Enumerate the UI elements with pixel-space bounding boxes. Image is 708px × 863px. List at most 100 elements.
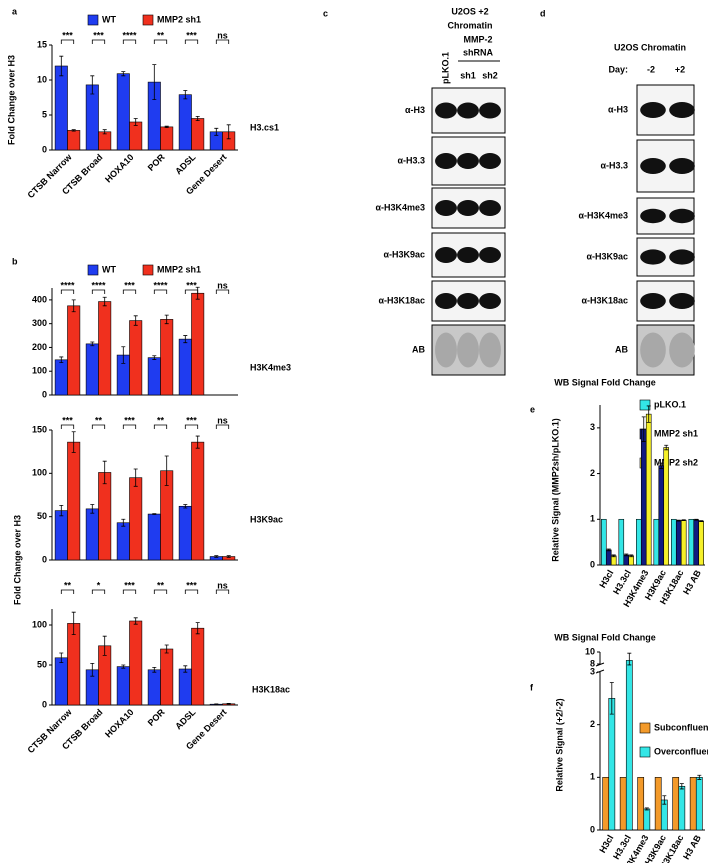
x-tick-label: POR	[146, 707, 167, 728]
row-label: α-H3K9ac	[586, 251, 628, 261]
panel-letter: b	[12, 256, 18, 266]
error-bar	[133, 315, 138, 326]
chart-title: WB Signal Fold Change	[554, 377, 656, 387]
y-tick-label: 2	[590, 468, 595, 478]
significance: ****	[122, 30, 137, 40]
error-bar	[699, 520, 704, 522]
lane-label: sh2	[482, 70, 498, 80]
error-bar	[121, 71, 126, 77]
error-bar	[641, 416, 646, 442]
legend-swatch	[639, 746, 651, 758]
bar	[602, 777, 610, 831]
error-bar	[133, 617, 138, 625]
row-label: α-H3	[405, 105, 425, 115]
x-tick-label: HOXA10	[103, 152, 136, 185]
significance: ***	[124, 280, 135, 290]
blot-band	[640, 293, 666, 309]
blot-band	[640, 158, 666, 174]
legend-swatch	[142, 14, 154, 26]
error-bar	[183, 335, 188, 344]
sig-bracket	[91, 289, 106, 294]
error-bar	[627, 652, 632, 666]
bar	[663, 447, 669, 566]
error-bar	[59, 505, 64, 517]
blot-band	[479, 293, 501, 309]
bar	[653, 518, 660, 566]
bar	[658, 465, 665, 566]
bar	[129, 320, 143, 396]
bar	[160, 126, 174, 151]
bar	[129, 477, 143, 561]
significance: ns	[217, 30, 228, 40]
significance: ***	[62, 30, 73, 40]
significance: ***	[186, 280, 197, 290]
blot-band	[479, 332, 501, 368]
lane-group: MMP-2	[464, 34, 493, 44]
blot-band	[479, 102, 501, 119]
blot-band	[457, 247, 479, 263]
error-bar	[164, 314, 169, 325]
lanes-title: Day:	[608, 64, 628, 74]
row-label: α-H3K4me3	[578, 210, 628, 220]
sig-bracket	[215, 589, 230, 594]
y-tick-label: 100	[32, 468, 47, 478]
bar	[645, 413, 652, 566]
error-bar	[152, 513, 157, 515]
error-bar	[606, 548, 611, 552]
sig-bracket	[184, 424, 199, 429]
panel-letter: f	[530, 682, 534, 692]
error-bar	[164, 455, 169, 486]
subplot-title: H3K4me3	[250, 362, 291, 372]
blot-band	[457, 200, 479, 216]
error-bar	[164, 125, 169, 128]
error-bar	[71, 299, 76, 313]
error-bar	[183, 90, 188, 100]
y-tick-label: 100	[32, 366, 47, 376]
y-tick-label: 1	[590, 772, 595, 782]
error-bar	[624, 553, 629, 557]
subplot-title: H3K9ac	[250, 514, 283, 524]
bar	[689, 777, 697, 831]
y-axis-label: Relative Signal (+2/-2)	[554, 698, 564, 791]
error-bar	[183, 504, 188, 509]
bar	[178, 668, 192, 706]
error-bar	[90, 663, 95, 677]
significance: ***	[186, 580, 197, 590]
bar	[147, 513, 161, 561]
bar	[67, 130, 81, 151]
bar	[116, 522, 130, 561]
sig-bracket	[215, 424, 230, 429]
error-bar	[214, 127, 219, 136]
x-tick-label: ADSL	[173, 707, 198, 732]
error-bar	[152, 667, 157, 673]
bar	[54, 359, 68, 396]
blot-band	[479, 153, 501, 169]
error-bar	[121, 518, 126, 527]
row-label: α-H3K18ac	[581, 295, 628, 305]
blot-band	[435, 332, 457, 368]
significance: ***	[186, 30, 197, 40]
error-bar	[90, 75, 95, 95]
y-tick-label: 1	[590, 514, 595, 524]
blot-band	[435, 247, 457, 263]
panel-letter: c	[323, 8, 328, 18]
bar	[85, 84, 99, 151]
y-tick-label: 2	[590, 719, 595, 729]
error-bar	[611, 554, 616, 558]
significance: ****	[60, 280, 75, 290]
y-tick-label: 0	[42, 389, 47, 399]
significance: ns	[217, 280, 228, 290]
bar	[85, 508, 99, 561]
bar	[610, 555, 617, 566]
x-tick-label: ADSL	[173, 152, 198, 177]
blot-band	[479, 200, 501, 216]
significance: ****	[153, 280, 168, 290]
bar	[675, 520, 682, 566]
bar	[85, 343, 99, 396]
blot-band	[435, 153, 457, 169]
significance: ****	[91, 280, 106, 290]
y-tick-label: 50	[37, 511, 47, 521]
legend-label: Subconfluent (-2)	[654, 722, 708, 732]
bar	[54, 65, 68, 151]
bar	[67, 305, 81, 396]
